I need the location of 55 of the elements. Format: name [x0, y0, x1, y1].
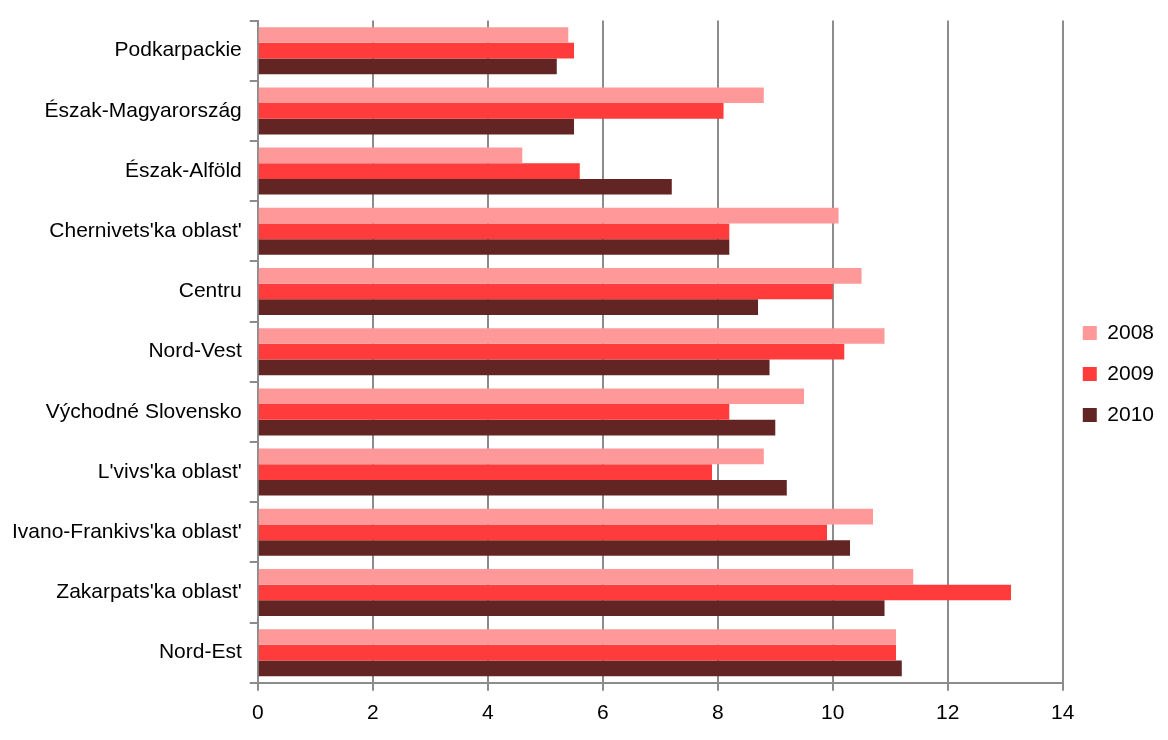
- bar: [258, 508, 874, 525]
- bar: [258, 118, 575, 135]
- y-tick-label: Zakarpats'ka oblast': [56, 579, 242, 603]
- bar: [258, 584, 1012, 601]
- bar: [258, 569, 914, 585]
- x-tick-label: 10: [821, 700, 845, 724]
- bar: [258, 223, 730, 240]
- y-tick-label: Nord-Vest: [148, 338, 242, 362]
- bar: [258, 178, 672, 195]
- bar: [258, 540, 851, 556]
- bar: [258, 207, 839, 224]
- x-tick-label: 12: [936, 700, 960, 724]
- legend-label: 2010: [1107, 401, 1154, 425]
- y-tick-label: Ivano-Frankivs'ka oblast': [12, 519, 242, 543]
- bar: [258, 147, 523, 164]
- legend-label: 2008: [1107, 319, 1154, 343]
- y-tick-label: L'vivs'ka oblast': [97, 458, 242, 482]
- legend-label: 2009: [1107, 360, 1154, 384]
- bar: [258, 87, 764, 104]
- bar: [258, 600, 885, 616]
- bar: [258, 448, 764, 465]
- bar: [258, 479, 787, 496]
- x-tick-label: 4: [481, 700, 494, 724]
- bar: [258, 343, 845, 360]
- bar: [258, 58, 557, 75]
- bar: [258, 464, 713, 480]
- bar: [258, 299, 759, 315]
- x-tick-label: 6: [596, 700, 609, 724]
- bar: [258, 404, 730, 420]
- bar: [258, 27, 569, 43]
- bar: [258, 644, 897, 661]
- bar: [258, 283, 833, 300]
- x-tick-label: 0: [251, 700, 264, 724]
- bar: [258, 268, 862, 284]
- bar: [258, 524, 828, 541]
- y-tick-label: Chernivets'ka oblast': [49, 218, 242, 242]
- x-tick-label: 14: [1051, 700, 1075, 724]
- y-tick-label: Podkarpackie: [114, 37, 242, 61]
- bar: [258, 42, 575, 59]
- bar: [258, 239, 730, 255]
- y-tick-label: Észak-Alföld: [125, 157, 242, 181]
- bar: [258, 419, 776, 436]
- bar: [258, 388, 805, 405]
- bar: [258, 328, 885, 344]
- y-tick-label: Východné Slovensko: [45, 398, 242, 422]
- bar: [258, 359, 770, 376]
- x-tick-label: 2: [366, 700, 379, 724]
- bar: [258, 629, 897, 645]
- y-tick-label: Nord-Est: [158, 639, 242, 663]
- bar: [258, 660, 902, 677]
- y-tick-label: Centru: [178, 278, 242, 302]
- bar: [258, 163, 580, 179]
- y-tick-label: Észak-Magyarország: [44, 97, 242, 121]
- bar: [258, 103, 724, 119]
- x-tick-label: 8: [711, 700, 724, 724]
